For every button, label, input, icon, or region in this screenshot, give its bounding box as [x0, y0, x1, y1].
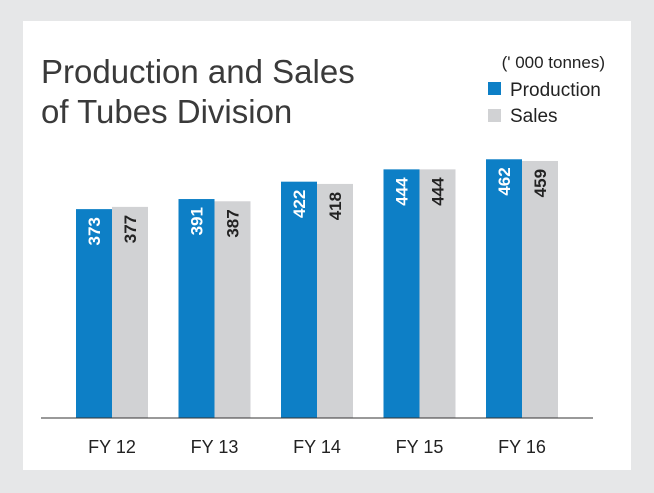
value-label-production-3: 444 [393, 177, 412, 206]
bar-sales-4 [522, 160, 558, 418]
x-tick-label-2: FY 14 [293, 437, 341, 457]
value-label-sales-2: 418 [326, 192, 345, 220]
legend: Production Sales [488, 80, 601, 127]
value-label-production-4: 462 [495, 167, 514, 195]
bar-production-4 [486, 159, 522, 418]
value-label-sales-3: 444 [429, 177, 448, 206]
legend-label-sales: Sales [510, 106, 558, 127]
chart-card: Production and Sales of Tubes Division (… [23, 21, 631, 470]
chart-title-line-1: Production and Sales [41, 53, 355, 90]
bar-production-2 [281, 181, 317, 418]
bar-production-3 [383, 169, 420, 418]
value-label-sales-4: 459 [531, 169, 550, 197]
bar-sales-1 [214, 201, 251, 418]
bar-production-1 [178, 199, 215, 418]
legend-swatch-sales [488, 109, 501, 122]
value-label-sales-1: 387 [224, 209, 243, 237]
bar-sales-2 [317, 183, 353, 418]
value-label-production-0: 373 [85, 217, 104, 245]
x-tick-label-3: FY 15 [396, 437, 444, 457]
bar-production-0 [76, 209, 112, 418]
bar-sales-0 [112, 206, 148, 418]
value-label-production-1: 391 [188, 207, 207, 235]
legend-swatch-production [488, 82, 501, 95]
x-tick-label-0: FY 12 [88, 437, 136, 457]
bars-group: 373 377 391 387 422 418 444 444 462 459 [76, 159, 558, 418]
value-label-production-2: 422 [290, 190, 309, 218]
bar-sales-3 [419, 169, 456, 418]
x-axis-labels: FY 12 FY 13 FY 14 FY 15 FY 16 [88, 437, 546, 457]
bar-chart: Production and Sales of Tubes Division (… [41, 53, 605, 457]
x-tick-label-1: FY 13 [191, 437, 239, 457]
chart-title-line-2: of Tubes Division [41, 93, 292, 130]
legend-label-production: Production [510, 80, 601, 101]
x-tick-label-4: FY 16 [498, 437, 546, 457]
unit-label: (' 000 tonnes) [502, 53, 605, 72]
value-label-sales-0: 377 [121, 215, 140, 243]
